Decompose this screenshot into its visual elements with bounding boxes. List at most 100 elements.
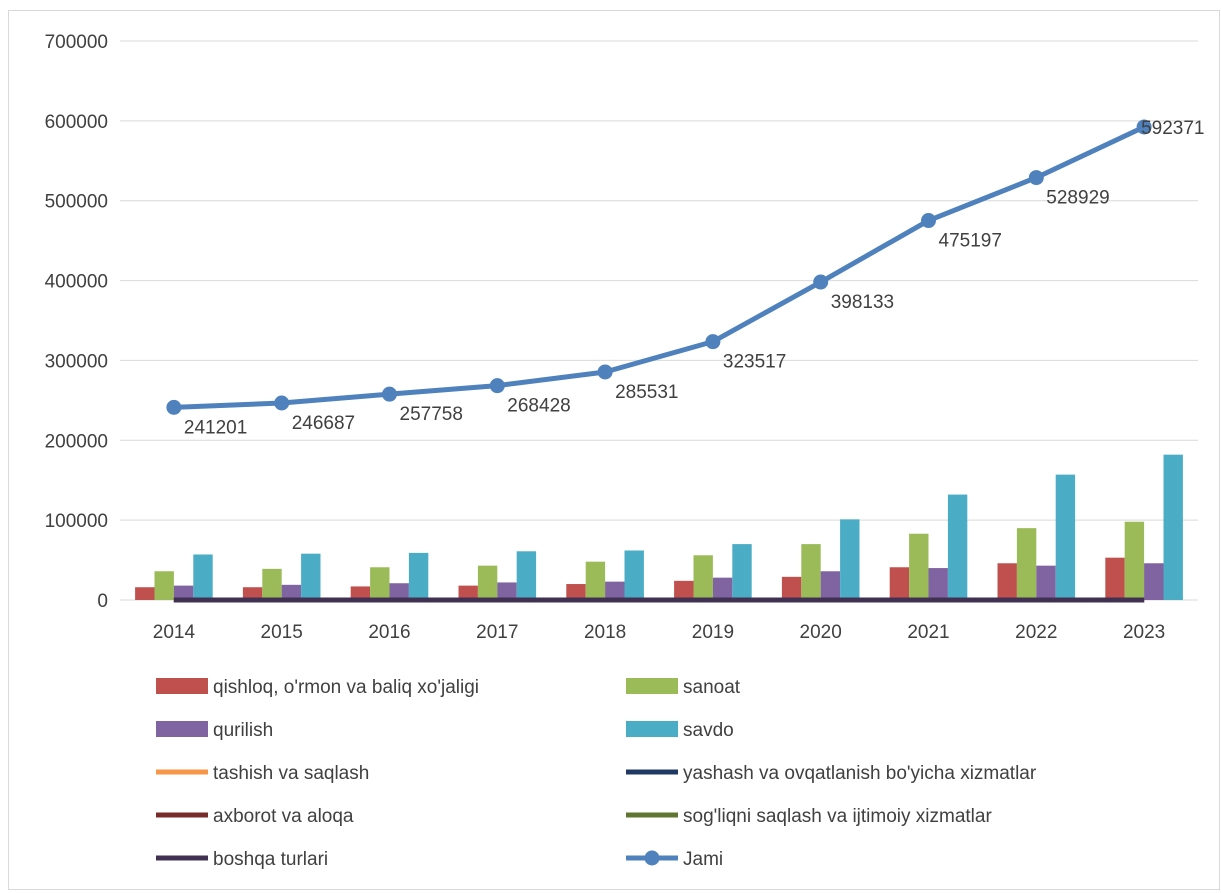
y-tick-label: 400000: [45, 272, 108, 293]
bar: [674, 580, 694, 600]
x-tick-label: 2019: [692, 622, 734, 643]
total-point: [166, 399, 182, 415]
bar: [801, 544, 821, 600]
bar: [242, 587, 263, 600]
bar: [1163, 454, 1183, 600]
bar: [840, 519, 860, 600]
bar: [301, 553, 321, 600]
data-label: 285531: [615, 382, 678, 403]
legend-label: qishloq, o'rmon va baliq xo'jaligi: [213, 677, 479, 698]
bar: [947, 494, 968, 600]
legend-label: qurilish: [213, 720, 273, 741]
legend-item: qishloq, o'rmon va baliq xo'jaligi: [156, 677, 479, 698]
legend-label: sanoat: [683, 677, 741, 698]
legend-label: sog'liqni saqlash va ijtimoiy xizmatlar: [683, 806, 992, 827]
total-point: [597, 364, 613, 380]
total-point: [489, 378, 505, 394]
data-label: 475197: [939, 231, 1002, 252]
x-tick-label: 2020: [800, 622, 842, 643]
x-axis: 2014 2015 2016 2017 2018 2019 2020 2021 2022 2023: [153, 622, 1165, 643]
bar: [193, 554, 213, 600]
bar: [370, 567, 390, 600]
legend-swatch: [626, 721, 678, 737]
total-line: [173, 124, 1146, 410]
total-point: [1028, 170, 1044, 186]
y-tick-label: 200000: [45, 431, 108, 452]
bar: [389, 583, 409, 600]
bar: [154, 571, 174, 600]
x-tick-label: 2014: [153, 622, 196, 643]
bar: [516, 551, 537, 600]
legend-item: boshqa turlari: [156, 849, 328, 870]
y-tick-label: 300000: [45, 351, 108, 372]
legend-label: Jami: [683, 849, 723, 870]
y-tick-label: 600000: [45, 112, 108, 133]
legend-label: boshqa turlari: [213, 849, 328, 870]
legend-item: axborot va aloqa: [156, 806, 354, 827]
bar: [262, 568, 282, 600]
bar: [1124, 521, 1145, 600]
total-line-series: 241201 246687 257758 268428 285531 323517 3981…: [166, 118, 1205, 438]
x-tick-label: 2015: [261, 622, 303, 643]
gridlines: [120, 40, 1198, 601]
y-tick-label: 700000: [45, 32, 108, 53]
total-point: [921, 213, 936, 229]
bar-series: [135, 454, 1183, 600]
total-point: [813, 274, 829, 290]
bar: [997, 563, 1017, 600]
total-point: [382, 386, 397, 402]
legend-swatch: [156, 721, 208, 737]
legend-label: yashash va ovqatlanish bo'yicha xizmatla…: [683, 763, 1037, 784]
data-label: 257758: [400, 404, 463, 425]
bar: [909, 533, 929, 600]
legend-swatch: [626, 678, 678, 694]
bar: [1036, 565, 1056, 600]
bar: [585, 561, 606, 600]
legend-item: savdo: [626, 720, 734, 741]
bar: [458, 585, 478, 600]
bar: [173, 585, 194, 600]
bar: [1055, 474, 1076, 600]
legend-label: axborot va aloqa: [213, 806, 354, 827]
bar: [732, 544, 752, 600]
bar: [889, 567, 910, 600]
bar: [566, 584, 586, 600]
data-label: 592371: [1141, 118, 1204, 139]
bar: [497, 582, 517, 600]
data-label: 398133: [831, 292, 894, 313]
bar: [693, 555, 713, 600]
y-axis: 0 100000 200000 300000 400000 500000 600000 700…: [45, 32, 108, 612]
x-tick-label: 2021: [907, 622, 949, 643]
legend-item: Jami: [626, 849, 723, 870]
x-tick-label: 2023: [1123, 622, 1165, 643]
data-label: 268428: [507, 396, 570, 417]
legend-item: yashash va ovqatlanish bo'yicha xizmatla…: [626, 763, 1037, 784]
bar: [605, 581, 625, 600]
data-label: 323517: [723, 352, 786, 373]
legend-marker: [644, 850, 660, 866]
bar: [781, 576, 802, 600]
bar: [820, 571, 841, 600]
legend-swatch: [156, 678, 208, 694]
bar: [1016, 528, 1037, 600]
x-tick-label: 2016: [368, 622, 410, 643]
bar: [281, 584, 302, 600]
x-tick-label: 2017: [476, 622, 518, 643]
y-tick-label: 100000: [45, 511, 108, 532]
bar: [350, 586, 371, 600]
bar: [928, 568, 948, 600]
data-label: 528929: [1046, 188, 1109, 209]
bar: [624, 550, 644, 600]
legend-label: savdo: [683, 720, 734, 741]
data-label: 246687: [292, 413, 355, 434]
bar: [408, 552, 429, 600]
total-point: [705, 334, 721, 350]
bar: [477, 565, 498, 600]
data-label: 241201: [184, 417, 247, 438]
x-tick-label: 2018: [584, 622, 626, 643]
y-tick-label: 500000: [45, 192, 108, 213]
legend: qishloq, o'rmon va baliq xo'jaligi sanoat…: [156, 677, 1037, 870]
bar: [712, 577, 733, 600]
total-point: [1136, 119, 1152, 135]
